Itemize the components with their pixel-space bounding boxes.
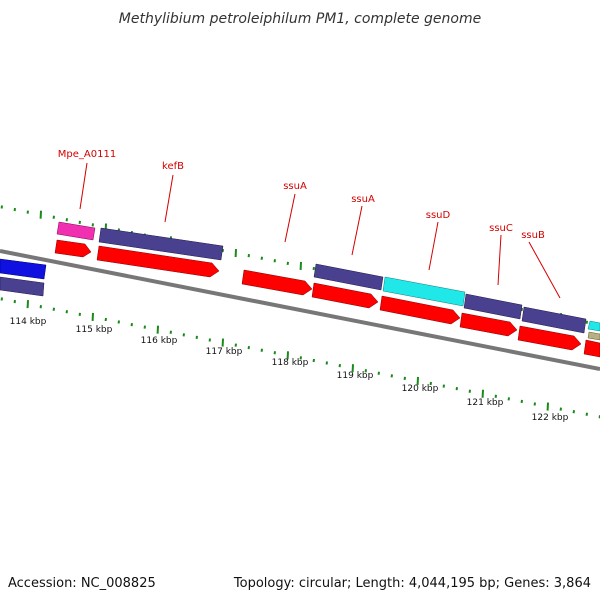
leader-line-ssua-2 bbox=[351, 205, 363, 256]
gene-label-ssua-2: ssuA bbox=[351, 194, 375, 205]
leader-line-mpe-a0111 bbox=[79, 162, 88, 210]
gene-bar-tan-right[interactable] bbox=[587, 331, 600, 341]
gene-bar-purple-ssua[interactable] bbox=[313, 263, 384, 291]
gene-bar-purple-ssub[interactable] bbox=[521, 306, 587, 334]
cds-arrow-right[interactable] bbox=[583, 339, 600, 358]
kbp-label-117: 117 kbp bbox=[206, 347, 243, 357]
leader-line-ssub bbox=[528, 241, 561, 299]
leader-line-ssud bbox=[428, 221, 439, 271]
cds-arrow-kefb[interactable] bbox=[96, 245, 220, 278]
gene-bar-pink-mpe-a0111[interactable] bbox=[56, 221, 96, 241]
gene-bar-purple-kefb[interactable] bbox=[98, 227, 224, 261]
cds-arrow-ssuc[interactable] bbox=[459, 312, 518, 337]
gene-bar-purple-ssuc[interactable] bbox=[463, 293, 523, 320]
kbp-label-119: 119 kbp bbox=[337, 371, 374, 381]
cds-arrow-ssud[interactable] bbox=[379, 295, 461, 325]
kbp-label-115: 115 kbp bbox=[76, 325, 113, 335]
kbp-label-121: 121 kbp bbox=[467, 398, 504, 408]
accession-text: Accession: NC_008825 bbox=[8, 576, 156, 591]
gene-bar-blue-left[interactable] bbox=[0, 258, 47, 280]
cds-arrow-ssub[interactable] bbox=[517, 325, 582, 351]
gene-bar-purple-left[interactable] bbox=[0, 276, 45, 297]
gene-label-ssuc: ssuC bbox=[489, 223, 513, 234]
gene-bar-cyan-ssud[interactable] bbox=[382, 276, 466, 307]
gene-label-ssub: ssuB bbox=[521, 230, 545, 241]
kbp-label-122: 122 kbp bbox=[532, 413, 569, 423]
topology-text: Topology: circular; Length: 4,044,195 bp… bbox=[233, 576, 591, 591]
cds-arrow-mpe-a0111[interactable] bbox=[54, 239, 92, 258]
genome-backbone bbox=[0, 249, 600, 371]
cds-arrow-ssua-2[interactable] bbox=[311, 282, 379, 309]
leader-line-ssua-1 bbox=[284, 193, 296, 243]
leader-line-ssuc bbox=[497, 234, 502, 286]
gene-label-kefb: kefB bbox=[162, 161, 184, 172]
gene-bar-cyan-right[interactable] bbox=[587, 320, 600, 332]
gene-label-ssud: ssuD bbox=[426, 210, 451, 221]
map-title: Methylibium petroleiphilum PM1, complete… bbox=[119, 11, 481, 27]
gene-label-mpe-a0111: Mpe_A0111 bbox=[58, 149, 116, 160]
cds-arrow-ssua-1[interactable] bbox=[241, 269, 313, 296]
kbp-label-118: 118 kbp bbox=[272, 358, 309, 368]
gene-label-ssua-1: ssuA bbox=[283, 181, 307, 192]
leader-line-kefb bbox=[164, 174, 174, 223]
kbp-label-116: 116 kbp bbox=[141, 336, 178, 346]
kbp-label-120: 120 kbp bbox=[402, 384, 439, 394]
kbp-label-114: 114 kbp bbox=[10, 317, 47, 327]
